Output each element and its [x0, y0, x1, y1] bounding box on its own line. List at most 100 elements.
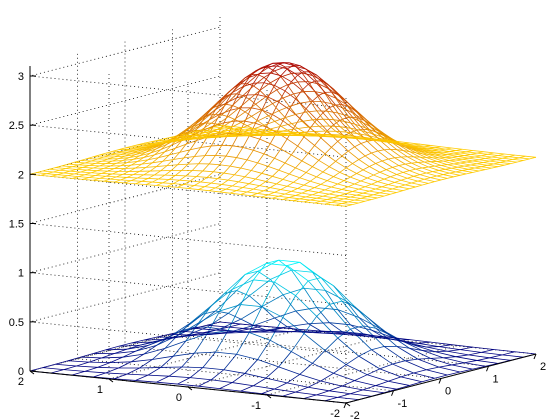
mesh-line: [390, 149, 402, 158]
mesh-line: [213, 104, 220, 108]
mesh-line: [116, 162, 128, 164]
mesh-line: [183, 184, 195, 186]
mesh-line: [304, 132, 315, 135]
mesh-line: [190, 180, 201, 183]
mesh-line: [253, 188, 264, 192]
mesh-line: [242, 135, 250, 148]
mesh-line: [436, 152, 448, 156]
mesh-line: [438, 366, 461, 373]
mesh-line: [295, 195, 307, 198]
mesh-line: [325, 290, 347, 302]
mesh-line: [270, 65, 277, 74]
mesh-line: [318, 83, 330, 90]
mesh-line: [297, 126, 309, 129]
mesh-line: [434, 374, 448, 379]
mesh-line: [398, 144, 410, 152]
mesh-line: [411, 146, 423, 149]
mesh-line: [257, 190, 265, 194]
mesh-line: [242, 183, 250, 188]
mesh-line: [270, 330, 292, 333]
mesh-line: [303, 199, 311, 203]
mesh-line: [493, 152, 505, 155]
mesh-line: [289, 109, 301, 119]
mesh-line: [280, 76, 288, 86]
mesh-line: [339, 171, 351, 178]
mesh-line: [251, 109, 263, 117]
mesh-line: [189, 176, 197, 182]
mesh-line: [215, 330, 229, 353]
mesh-line: [305, 194, 313, 198]
mesh-line: [289, 173, 300, 179]
mesh-line: [295, 98, 307, 110]
mesh-line: [318, 192, 330, 195]
mesh-line: [148, 143, 159, 146]
mesh-line: [198, 379, 212, 387]
y-tick-label: 0: [176, 392, 182, 404]
mesh-line: [316, 171, 324, 178]
mesh-line: [455, 159, 467, 163]
mesh-line: [479, 159, 490, 162]
mesh-line: [352, 112, 364, 120]
mesh-line: [381, 160, 393, 168]
mesh-line: [335, 204, 347, 207]
mesh-line: [103, 180, 115, 183]
mesh-line: [360, 177, 368, 182]
mesh-line: [343, 196, 351, 200]
mesh-line: [472, 170, 480, 173]
mesh-line: [145, 162, 153, 168]
mesh-line: [286, 138, 298, 147]
mesh-line: [139, 167, 147, 172]
mesh-line: [362, 166, 370, 171]
mesh-line: [472, 365, 486, 370]
mesh-line: [417, 341, 431, 344]
mesh-line: [346, 193, 357, 196]
mesh-line: [424, 177, 431, 180]
mesh-line: [126, 373, 149, 376]
mesh-line: [253, 317, 275, 326]
mesh-line: [299, 374, 321, 382]
mesh-line: [312, 75, 320, 85]
mesh-line: [354, 197, 361, 201]
mesh-line: [322, 166, 330, 173]
mesh-line: [367, 177, 378, 183]
mesh-line: [200, 129, 212, 132]
mesh-line: [242, 85, 254, 96]
mesh-line: [240, 159, 248, 169]
mesh-line: [350, 173, 357, 178]
x-tick: [343, 402, 347, 409]
mesh-line: [356, 192, 364, 196]
mesh-line: [228, 107, 240, 117]
mesh-line: [265, 89, 277, 97]
mesh-line: [421, 153, 433, 159]
mesh-line: [366, 140, 379, 152]
mesh-line: [377, 181, 389, 185]
mesh-line: [358, 188, 370, 192]
mesh-line: [181, 366, 203, 368]
mesh-line: [88, 177, 100, 179]
mesh-line: [131, 180, 142, 182]
mesh-line: [208, 104, 221, 116]
mesh-line: [226, 129, 237, 134]
mesh-line: [162, 154, 170, 162]
mesh-line: [342, 134, 353, 137]
mesh-line: [383, 176, 391, 180]
mesh-line: [348, 146, 355, 152]
mesh-line: [411, 180, 418, 184]
mesh-line: [455, 170, 463, 173]
mesh-line: [379, 131, 391, 139]
mesh-line: [278, 193, 286, 197]
mesh-line: [383, 346, 406, 362]
mesh-line: [287, 323, 309, 328]
mesh-line: [439, 346, 461, 351]
mesh-line: [388, 376, 402, 382]
mesh-line: [130, 161, 138, 166]
mesh-line: [249, 135, 260, 140]
mesh-line: [129, 148, 140, 150]
mesh-line: [211, 114, 223, 124]
mesh-line: [105, 345, 119, 351]
mesh-line: [93, 376, 115, 380]
mesh-line: [386, 190, 397, 193]
mesh-line: [207, 324, 229, 328]
mesh-line: [447, 349, 461, 352]
grid-line-floor-y: [187, 337, 379, 388]
